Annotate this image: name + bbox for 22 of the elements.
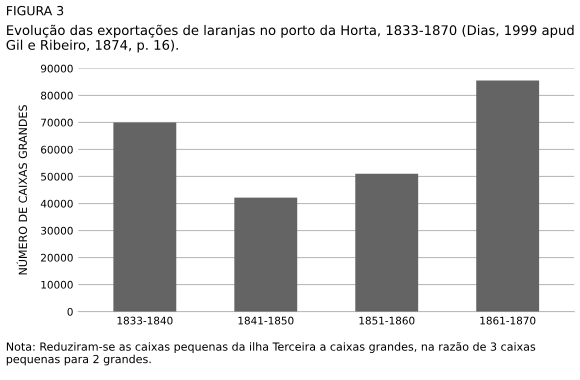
y-tick-label: 30000 xyxy=(41,226,73,235)
bar xyxy=(476,80,540,312)
text: Nota: Reduziram-se as caixas pequenas da ilha Terceira a caixas grandes, na razão de 3 caixas pequenas para 2 grandes. xyxy=(6,342,536,366)
y-tick-label: 70000 xyxy=(41,118,73,127)
y-tick-label: 60000 xyxy=(41,146,73,154)
y-tick-label: 80000 xyxy=(41,92,73,100)
x-tick-label: 1851-1860 xyxy=(359,316,414,325)
y-tick-label: 20000 xyxy=(41,254,73,262)
bar xyxy=(234,198,298,312)
bar xyxy=(113,122,176,312)
chart-title: FIGURA 3 xyxy=(7,6,64,16)
y-tick-label: 90000 xyxy=(40,64,73,73)
y-tick-label: 10000 xyxy=(41,280,73,289)
y-tick-label: 40000 xyxy=(40,200,73,208)
x-tick-label: 1833-1840 xyxy=(118,316,173,325)
bar xyxy=(355,174,418,312)
y-axis-title: NÚMERO DE CAIXAS GRANDES xyxy=(16,105,28,274)
x-tick-label: 1841-1850 xyxy=(238,316,294,325)
y-tick-label: 0 xyxy=(68,308,73,316)
x-tick-label: 1861-1870 xyxy=(480,316,536,325)
y-tick-label: 50000 xyxy=(41,172,73,181)
chart-subtitle: Evolução das exportações de laranjas no porto da Horta, 1833-1870 (Dias, 1999 apud Gil e Ribeiro, 1874, p. 16). xyxy=(6,24,574,52)
